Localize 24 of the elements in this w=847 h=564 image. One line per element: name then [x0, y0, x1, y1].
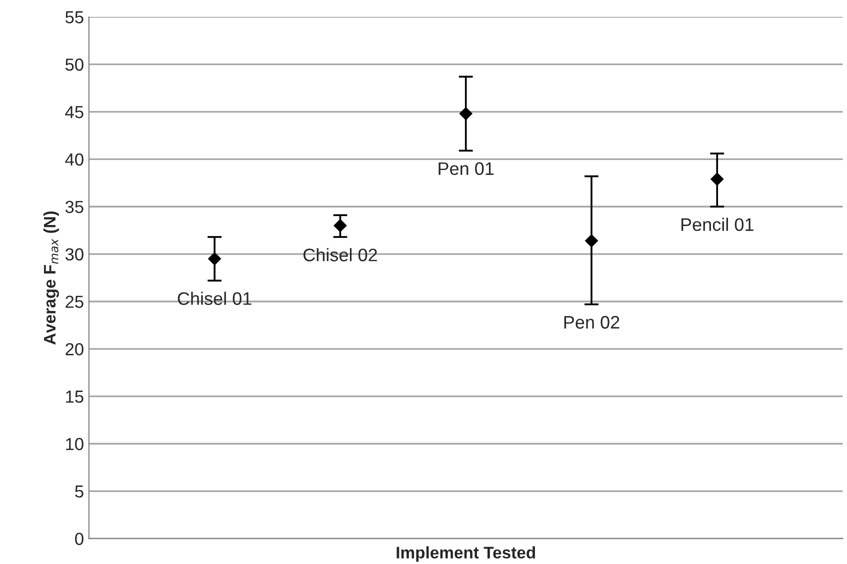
x-tick-label: Pencil 01	[681, 218, 754, 232]
point	[459, 107, 472, 120]
y-tick-label: 35	[65, 200, 84, 214]
y-tick-label: 40	[65, 153, 84, 166]
point	[334, 219, 347, 232]
y-tick-label: 55	[65, 11, 84, 24]
y-tick-label: 50	[65, 58, 84, 71]
x-axis-title: Implement Tested	[396, 546, 535, 562]
y-axis-title: Average F$_{max}$ (N)	[43, 211, 59, 345]
x-tick-label: Chisel 02	[303, 248, 377, 262]
x-tick-label: Chisel 01	[178, 292, 252, 305]
y-tick-label: 10	[66, 438, 84, 450]
x-tick-label: Pen 01	[438, 162, 494, 176]
y-tick-label: 45	[65, 106, 84, 118]
point	[584, 234, 598, 248]
point	[208, 252, 222, 266]
point	[710, 172, 724, 186]
y-tick-label: 30	[65, 248, 84, 261]
x-tick-label: Pen 02	[564, 316, 620, 329]
y-tick-label: 20	[66, 343, 84, 356]
y-tick-label: 15	[66, 390, 84, 403]
y-tick-label: 5	[75, 486, 84, 498]
y-tick-label: 0	[75, 532, 84, 546]
y-tick-label: 25	[66, 296, 84, 308]
